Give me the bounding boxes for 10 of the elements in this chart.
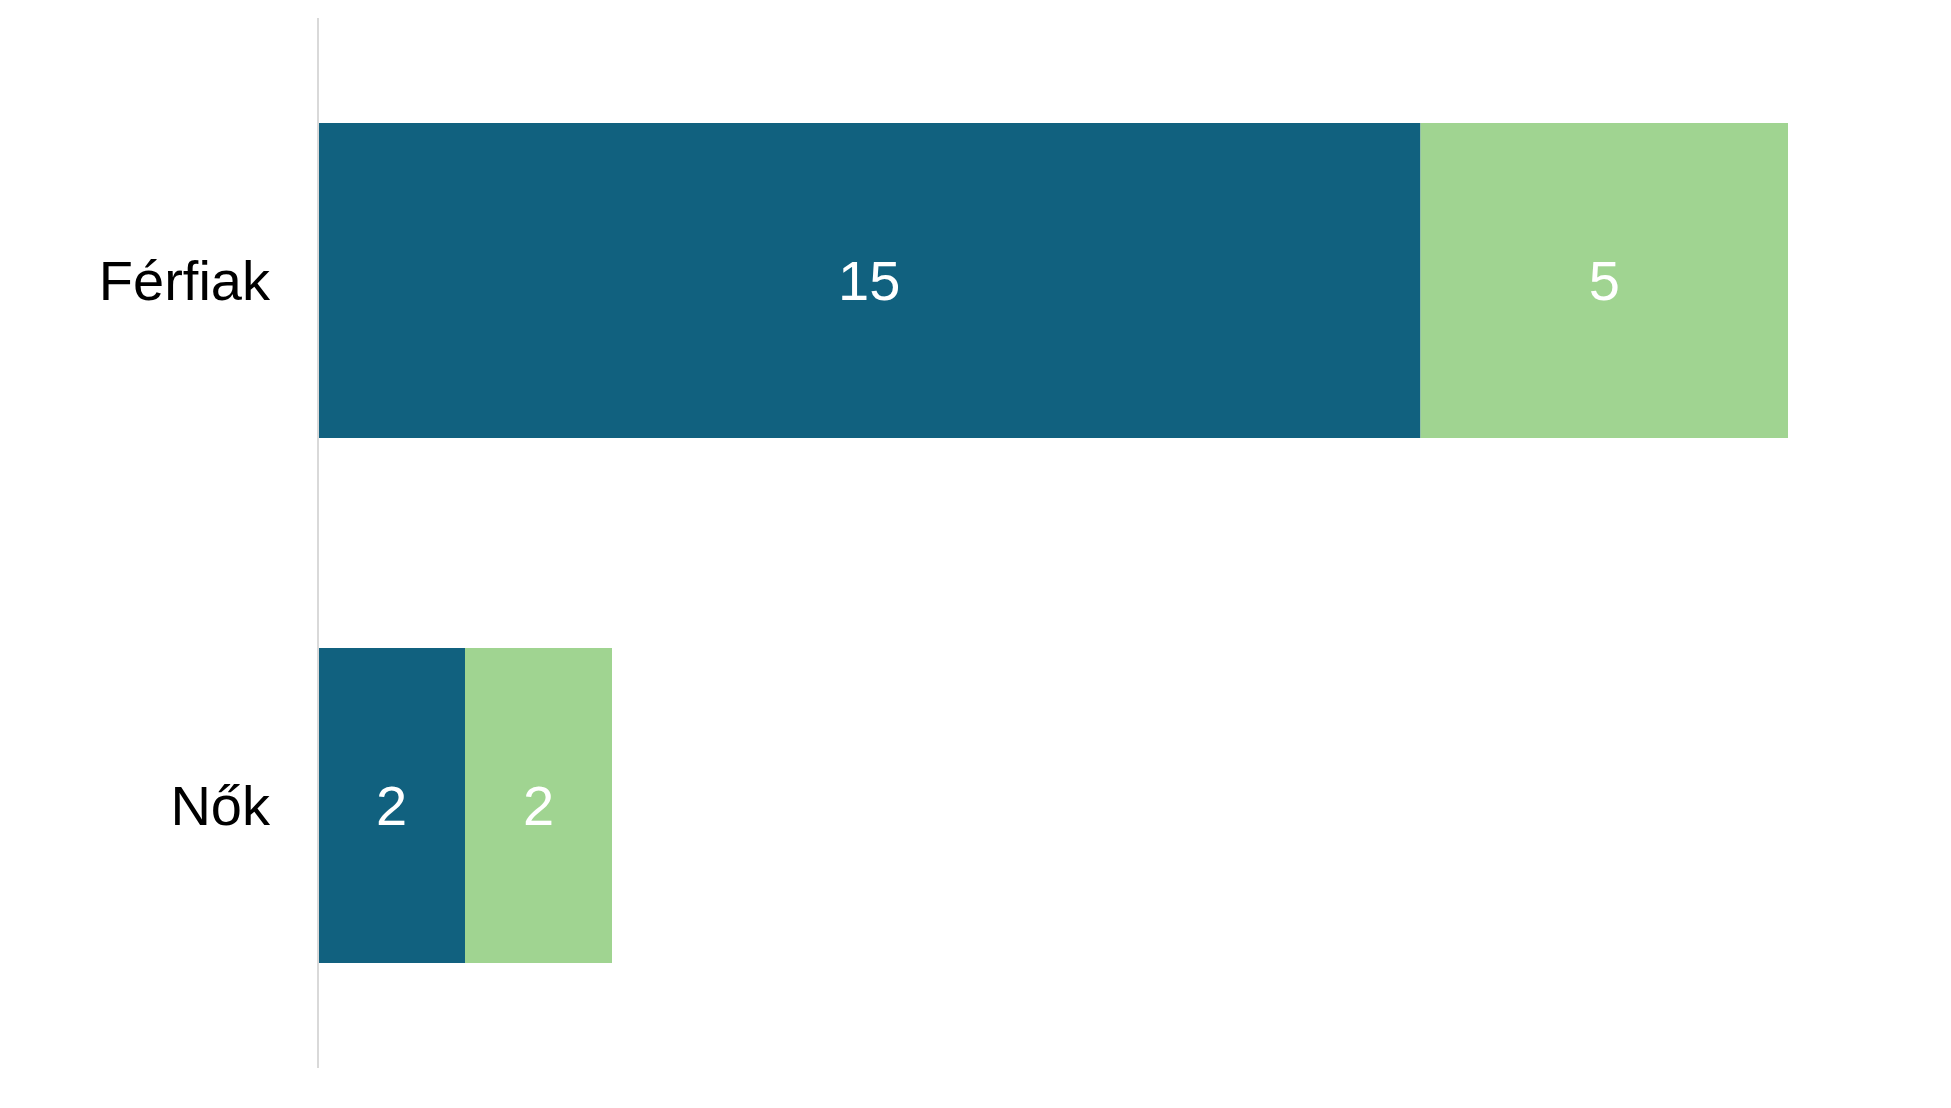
y-tick-label: Nők xyxy=(170,774,271,838)
data-label: 15 xyxy=(838,249,901,313)
data-label: 2 xyxy=(522,774,555,838)
data-label: 2 xyxy=(375,774,408,838)
bar xyxy=(318,123,1421,438)
bar xyxy=(1420,123,1788,438)
y-tick-label: Férfiak xyxy=(98,249,271,313)
bar xyxy=(318,648,465,963)
data-label: 5 xyxy=(1588,249,1620,313)
bar xyxy=(465,648,612,963)
